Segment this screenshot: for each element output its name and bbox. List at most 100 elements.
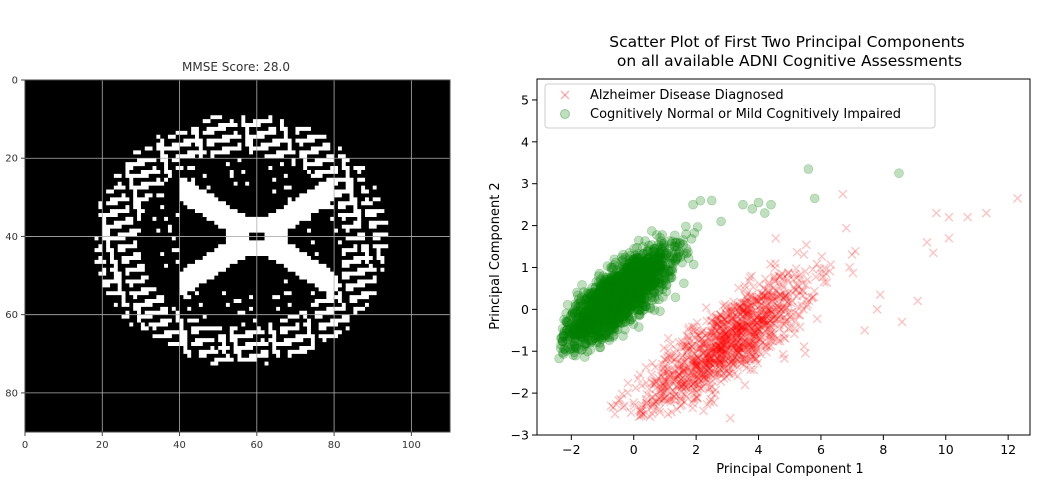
ad-point (737, 305, 747, 315)
ad-point (687, 367, 697, 377)
ad-point (747, 271, 756, 281)
ad-point (747, 310, 757, 320)
ad-point (691, 375, 701, 385)
ad-point (713, 348, 723, 358)
ad-point (695, 368, 705, 377)
ad-point (717, 354, 727, 364)
ad-point (739, 337, 749, 347)
ad-point (732, 326, 742, 336)
ad-point (764, 305, 773, 315)
x-tick-label: 80 (328, 440, 341, 451)
cn-point (597, 305, 608, 315)
ad-point (651, 384, 661, 394)
ad-point (657, 392, 666, 402)
ad-point (653, 373, 663, 383)
ad-point (713, 344, 723, 354)
cn-point (649, 265, 660, 276)
ad-point (724, 331, 734, 341)
ad-point (735, 348, 745, 358)
cn-point (592, 290, 603, 301)
ad-point (696, 343, 706, 353)
ad-point (749, 365, 759, 375)
ad-point (706, 337, 716, 347)
ad-point (658, 388, 668, 398)
ad-point (719, 374, 729, 384)
ad-point (720, 315, 730, 325)
ad-point (707, 316, 717, 326)
ad-point (719, 337, 729, 347)
ad-point (755, 301, 765, 310)
ad-point (679, 364, 689, 374)
ad-point (734, 306, 744, 316)
ad-point (752, 296, 762, 306)
cn-point (593, 300, 603, 310)
ad-point (774, 298, 784, 308)
ad-point (672, 358, 682, 368)
ad-point (825, 266, 835, 276)
ad-point (725, 340, 735, 349)
ad-point (722, 372, 732, 382)
ad-point (679, 380, 689, 389)
cn-point (637, 278, 648, 288)
x-tick-label: 6 (817, 442, 825, 457)
ad-point (701, 374, 711, 384)
ad-point (789, 283, 799, 293)
ad-point (812, 314, 822, 324)
ad-point (649, 399, 659, 409)
ad-point (700, 359, 710, 369)
ad-point (715, 364, 725, 374)
ad-point (746, 349, 756, 359)
cn-point (598, 301, 609, 311)
ad-point (736, 355, 746, 365)
ad-point (696, 364, 706, 374)
ad-point (693, 353, 703, 363)
ad-point (732, 355, 741, 365)
ad-point (717, 354, 727, 364)
cn-point (564, 331, 575, 341)
ad-point (677, 380, 687, 390)
ad-point (716, 331, 726, 340)
cn-point (657, 284, 668, 294)
ad-point (662, 385, 672, 395)
ad-point (714, 334, 724, 344)
cn-point (634, 285, 644, 296)
ad-point (755, 334, 765, 344)
ad-point (760, 326, 770, 336)
ad-point (709, 397, 719, 407)
ad-point (691, 367, 701, 377)
cn-point (612, 292, 622, 303)
ad-point (748, 282, 758, 292)
ad-point (757, 289, 766, 299)
ad-point (669, 375, 679, 385)
ad-point (944, 233, 954, 243)
ad-point (674, 365, 684, 375)
cn-point (766, 199, 776, 210)
ad-point (773, 336, 783, 346)
ad-point (716, 343, 725, 353)
cn-point (611, 295, 622, 305)
cn-point (624, 283, 634, 293)
ad-point (764, 281, 774, 291)
ad-point (776, 315, 786, 324)
cn-point (681, 229, 691, 239)
legend-marker-normal (560, 109, 570, 119)
ad-point (734, 318, 744, 328)
cn-point (611, 292, 622, 302)
ad-point (697, 334, 707, 344)
ad-point (761, 347, 771, 357)
ad-point (678, 366, 688, 376)
legend-label-normal: Cognitively Normal or Mild Cognitively I… (590, 107, 901, 122)
ad-point (712, 368, 722, 378)
ad-point (751, 347, 761, 357)
ad-point (790, 323, 800, 333)
y-tick-label: 20 (5, 154, 18, 165)
ad-point (727, 333, 737, 343)
cn-point (654, 252, 664, 263)
ad-point (683, 344, 693, 354)
cn-point (568, 343, 579, 354)
ad-point (716, 351, 726, 360)
ad-point (678, 379, 687, 389)
cn-point (642, 282, 653, 292)
ad-point (775, 311, 785, 321)
